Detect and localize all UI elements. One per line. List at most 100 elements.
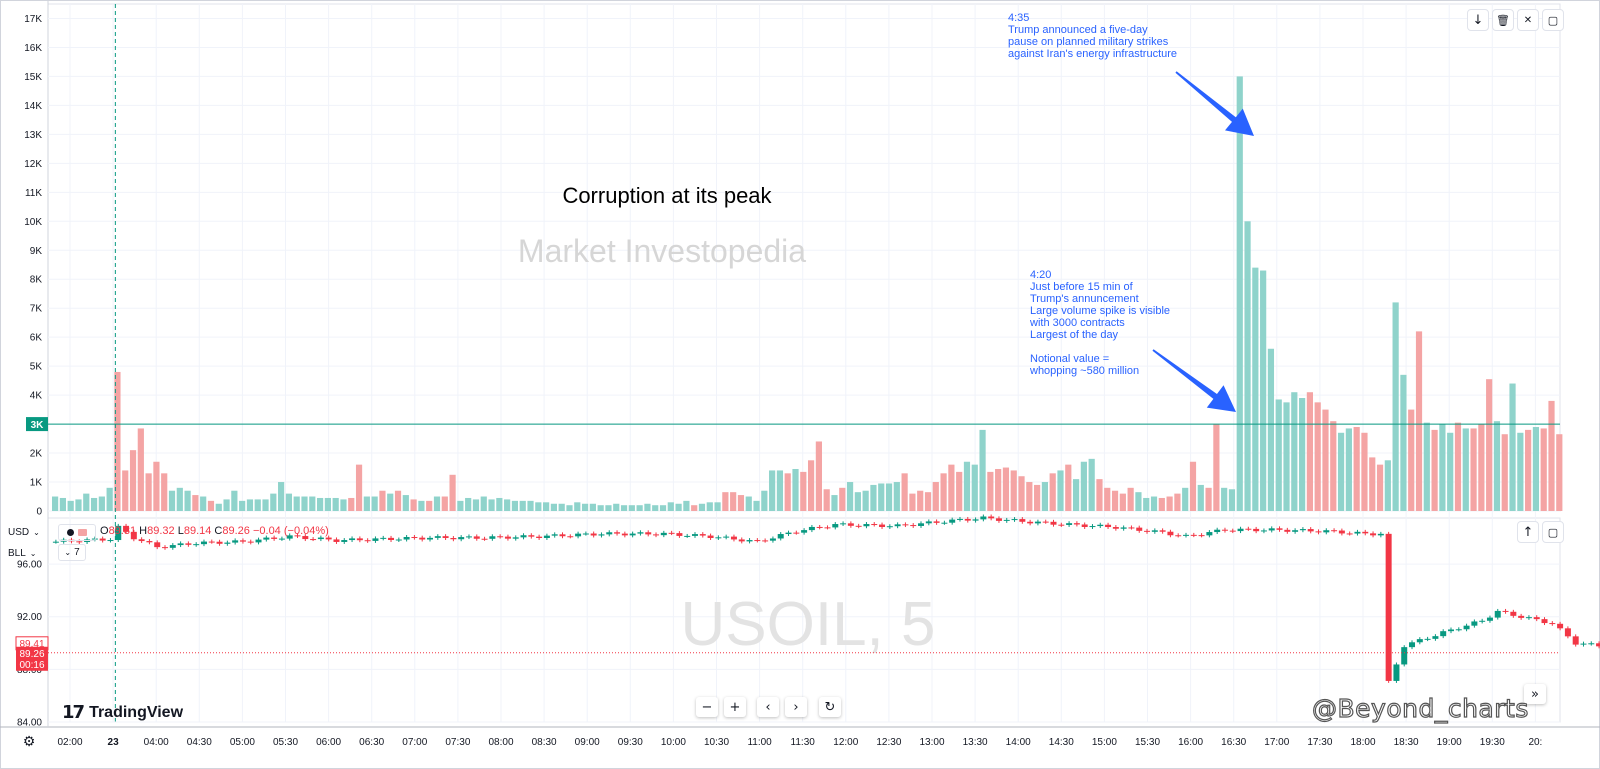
candle-body bbox=[364, 540, 371, 542]
volume-bar bbox=[1228, 489, 1236, 511]
candle-body bbox=[123, 525, 130, 532]
candle-body bbox=[964, 518, 971, 521]
volume-bar bbox=[504, 499, 511, 511]
maximize-pane-button[interactable]: ▢ bbox=[1542, 9, 1564, 31]
volume-bar bbox=[1111, 490, 1119, 511]
move-down-button[interactable]: ↓ bbox=[1467, 9, 1489, 31]
volume-tick-label: 0 bbox=[36, 507, 42, 518]
legend-collapse-button[interactable]: ⌄ 7 bbox=[58, 544, 86, 561]
volume-bar bbox=[1158, 497, 1165, 511]
settings-icon[interactable]: ⚙ bbox=[22, 734, 36, 750]
volume-bar bbox=[1439, 424, 1446, 511]
volume-tick-label: 8K bbox=[30, 275, 43, 286]
volume-tick-label: 4K bbox=[30, 391, 43, 402]
candle-body bbox=[598, 534, 605, 536]
volume-bar bbox=[402, 495, 409, 511]
volume-tick-label: 5K bbox=[30, 362, 43, 373]
volume-tick-label: 12K bbox=[24, 159, 42, 170]
volume-tick-label: 2K bbox=[30, 449, 43, 460]
zoom-out-button[interactable]: − bbox=[696, 697, 718, 717]
volume-bar bbox=[1252, 267, 1259, 511]
candle-body bbox=[886, 526, 893, 528]
volume-bar bbox=[332, 497, 339, 511]
volume-bar bbox=[1010, 470, 1017, 511]
annotation-line: 4:20 bbox=[1030, 269, 1051, 281]
volume-bar bbox=[1314, 402, 1321, 511]
candle-body bbox=[1058, 524, 1065, 526]
legend-ohlc: O89.31 H89.32 L89.14 C89.26 −0.04 (−0.04… bbox=[100, 525, 329, 537]
annotation-line: Trump announced a five-day bbox=[1008, 24, 1148, 36]
candle-body bbox=[403, 536, 410, 540]
volume-bar bbox=[987, 471, 994, 511]
volume-bar bbox=[776, 470, 784, 511]
time-tick-label: 10:00 bbox=[661, 737, 686, 748]
maximize-price-pane-button[interactable]: ▢ bbox=[1542, 521, 1564, 543]
currency-selector[interactable]: USD ⌄ bbox=[8, 523, 40, 541]
volume-bar bbox=[1049, 473, 1056, 511]
unit-label: BLL bbox=[8, 547, 26, 559]
volume-bar bbox=[324, 497, 331, 511]
zoom-in-button[interactable]: + bbox=[724, 697, 746, 717]
unit-selector[interactable]: BLL ⌄ bbox=[8, 544, 37, 562]
price-tick-label: 84.00 bbox=[17, 718, 42, 729]
candle-body bbox=[847, 523, 854, 526]
move-up-button[interactable]: ↑ bbox=[1517, 521, 1539, 543]
candle-body bbox=[325, 537, 332, 540]
candle-body bbox=[154, 542, 161, 548]
time-tick-label: 09:00 bbox=[575, 737, 600, 748]
candle-body bbox=[1424, 638, 1431, 640]
volume-bar bbox=[1026, 482, 1033, 511]
time-tick-label: 12:00 bbox=[833, 737, 858, 748]
volume-bar bbox=[620, 505, 628, 511]
volume-bar bbox=[846, 482, 854, 511]
volume-bar bbox=[1057, 470, 1064, 511]
volume-bar bbox=[379, 490, 386, 511]
volume-bar bbox=[387, 493, 394, 511]
candle-body bbox=[356, 538, 363, 541]
candle-body bbox=[606, 532, 613, 535]
volume-bar bbox=[449, 474, 456, 511]
candle-body bbox=[723, 536, 730, 538]
scroll-to-realtime-button[interactable]: » bbox=[1524, 684, 1546, 704]
candle-body bbox=[278, 538, 285, 540]
reset-chart-button[interactable]: ↻ bbox=[819, 697, 841, 717]
candle-body bbox=[980, 516, 987, 520]
volume-bar bbox=[215, 503, 222, 511]
volume-bar bbox=[667, 502, 674, 511]
time-tick-label: 18:30 bbox=[1394, 737, 1419, 748]
candle-body bbox=[185, 543, 192, 545]
volume-bar bbox=[67, 500, 74, 511]
time-tick-label: 09:30 bbox=[618, 737, 643, 748]
candle-body bbox=[1003, 519, 1010, 521]
candle-body bbox=[1338, 530, 1345, 534]
volume-bar bbox=[995, 468, 1002, 511]
candle-body bbox=[629, 533, 636, 536]
candle-body bbox=[372, 538, 379, 541]
annotation-line: against Iran's energy infrastructure bbox=[1008, 48, 1177, 60]
volume-bar bbox=[1384, 460, 1391, 511]
volume-bar bbox=[1143, 497, 1150, 511]
candle-body bbox=[200, 541, 207, 545]
candle-body bbox=[286, 535, 293, 539]
price-tick-label: 96.00 bbox=[17, 560, 42, 571]
time-tick-label: 11:00 bbox=[747, 737, 772, 748]
legend-visibility-toggle[interactable] bbox=[58, 524, 96, 541]
collapse-pane-button[interactable]: ✕ bbox=[1517, 9, 1539, 31]
time-tick-label: 08:00 bbox=[488, 737, 513, 748]
scroll-left-button[interactable]: ‹ bbox=[757, 697, 779, 717]
delete-pane-button[interactable]: 🗑 bbox=[1492, 9, 1514, 31]
watermark-text: Market Investopedia bbox=[518, 233, 806, 269]
scroll-right-button[interactable]: › bbox=[785, 697, 807, 717]
volume-bar bbox=[1166, 496, 1173, 511]
candle-body bbox=[879, 524, 886, 527]
candle-body bbox=[1136, 527, 1143, 531]
tradingview-logo[interactable]: 17 TradingView bbox=[62, 702, 183, 723]
candle-body bbox=[1518, 615, 1525, 618]
candle-body bbox=[933, 521, 940, 523]
volume-bar bbox=[59, 497, 66, 511]
candle-body bbox=[832, 524, 839, 528]
volume-bar bbox=[168, 490, 176, 511]
candle-body bbox=[684, 535, 691, 537]
low-value: 89.14 bbox=[183, 525, 212, 537]
